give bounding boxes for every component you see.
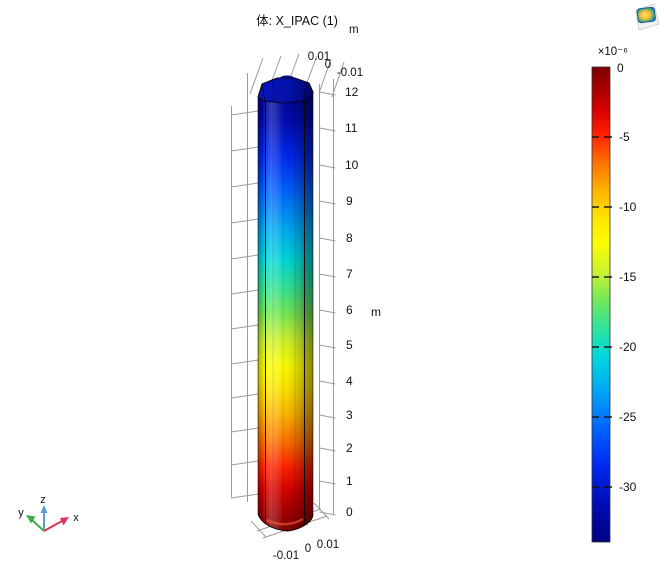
y-axis-tick-labels: 0.01 0 -0.01 (308, 51, 363, 79)
surface-plot-cylinder[interactable] (257, 75, 314, 532)
z-axis-unit-label: m (371, 305, 381, 319)
z-tick: 10 (345, 158, 359, 172)
z-tick: 3 (346, 408, 353, 422)
colorbar-gradient-bar (591, 66, 611, 543)
cylinder-top-cap (257, 77, 314, 104)
z-tick: 7 (346, 267, 353, 281)
axis-box (230, 53, 345, 539)
z-axis-tick-labels: 12 11 10 9 8 7 6 5 4 3 2 1 0 (345, 85, 359, 519)
y-axis-arrowhead (26, 515, 36, 524)
colorbar-tick-labels: 0 -5 -10 -15 -20 -25 -30 (617, 61, 637, 494)
colorbar-tick: -5 (619, 130, 630, 144)
z-tick: 9 (346, 194, 353, 208)
plot-title: 体: X_IPAC (1) (256, 14, 338, 28)
z-tick: 12 (345, 85, 359, 99)
y-axis-label: y (18, 507, 24, 519)
z-tick: 5 (346, 338, 353, 352)
bottom-rim-highlight (265, 517, 304, 526)
x-tick: 0.01 (317, 539, 339, 551)
z-axis-label: z (40, 494, 46, 506)
x-axis-label: x (73, 512, 79, 524)
z-tick: 8 (346, 231, 353, 245)
x-tick: 0 (305, 543, 311, 555)
colorbar-tick: -15 (619, 270, 637, 284)
x-axis-arrowhead (60, 517, 69, 526)
x-axis-tick-labels: 0.01 0 -0.01 (273, 539, 339, 562)
z-tick: 4 (346, 374, 353, 388)
x-tick: -0.01 (273, 550, 299, 562)
colorbar-tick: -20 (619, 340, 637, 354)
y-tick: -0.01 (337, 67, 363, 79)
z-tick: 11 (345, 121, 358, 135)
z-axis-ruler-right (319, 79, 336, 516)
z-tick: 1 (346, 474, 353, 488)
x-axis-arrow (43, 520, 63, 532)
bottom-rim-edge (257, 513, 314, 532)
z-tick: 2 (346, 441, 353, 455)
y-tick: 0.01 (308, 51, 330, 63)
y-axis-unit-label: m (349, 24, 359, 36)
comsol-plot-icon (635, 3, 660, 31)
colorbar-tick: 0 (617, 61, 624, 75)
y-axis-arrow (31, 519, 45, 532)
z-axis-arrowhead (40, 505, 48, 513)
colorbar-legend: ×10⁻⁶ 0 -5 -10 -15 -20 -25 -30 (591, 46, 637, 543)
z-tick: 0 (346, 505, 353, 519)
colorbar-tick: -10 (619, 200, 637, 214)
colorbar-tick: -30 (619, 480, 637, 494)
z-tick: 6 (346, 303, 353, 317)
colorbar-multiplier: ×10⁻⁶ (598, 46, 629, 58)
z-axis-ruler-left (230, 73, 259, 502)
colorbar-tick: -25 (619, 410, 637, 424)
colorbar-ticks (592, 136, 612, 488)
y-tick: 0 (325, 59, 331, 71)
coordinate-triad: z y x (18, 494, 79, 532)
